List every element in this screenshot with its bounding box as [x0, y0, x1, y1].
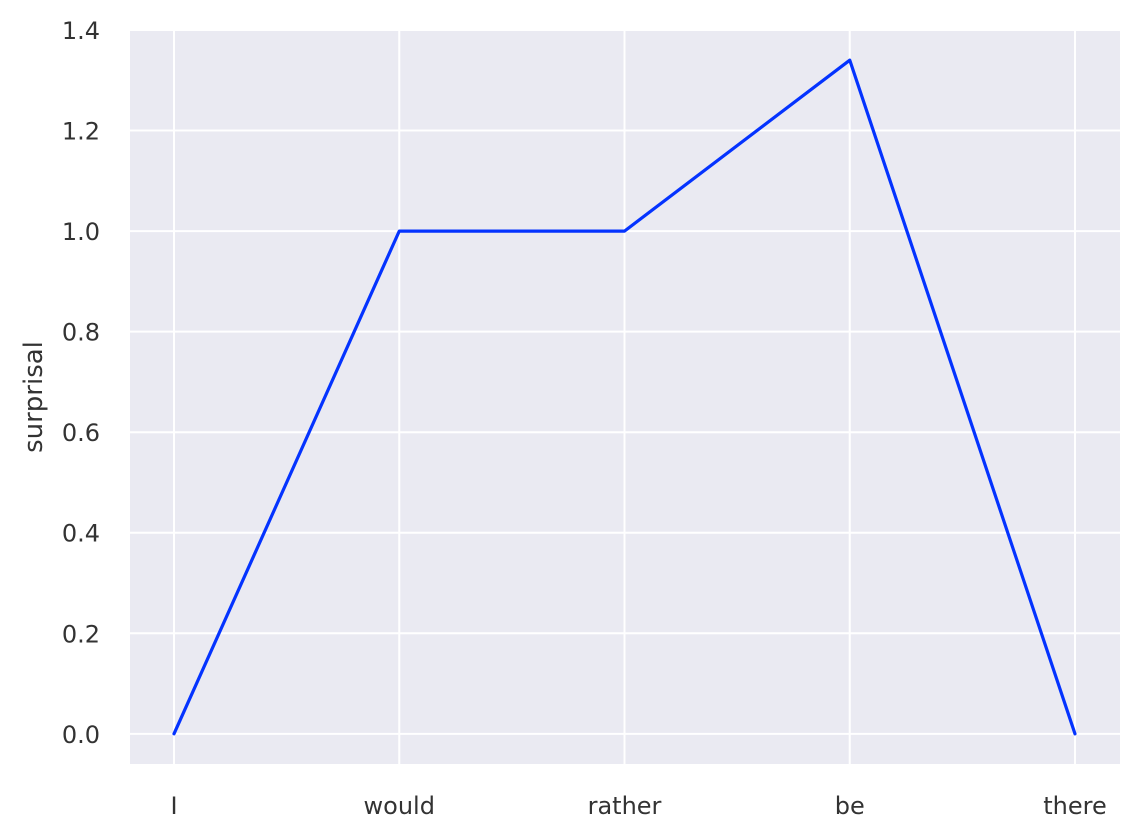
- y-tick-label: 1.2: [62, 118, 100, 146]
- series-layer: [172, 58, 1077, 736]
- y-tick-labels: 0.0 0.2 0.4 0.6 0.8 1.0 1.2 1.4: [62, 17, 100, 749]
- y-tick-label: 0.2: [62, 620, 100, 648]
- grid-layer: [130, 29, 1120, 764]
- x-tick-label: rather: [588, 792, 662, 820]
- y-tick-label: 0.6: [62, 419, 100, 447]
- y-tick-label: 1.0: [62, 218, 100, 246]
- y-tick-label: 0.0: [62, 721, 100, 749]
- x-tick-label: be: [835, 792, 865, 820]
- x-tick-label: would: [364, 792, 435, 820]
- y-tick-label: 0.4: [62, 520, 100, 548]
- y-tick-label: 0.8: [62, 319, 100, 347]
- x-tick-label: there: [1043, 792, 1107, 820]
- y-axis-label: surprisal: [19, 341, 49, 453]
- y-tick-label: 1.4: [62, 17, 100, 45]
- x-tick-label: I: [170, 792, 177, 820]
